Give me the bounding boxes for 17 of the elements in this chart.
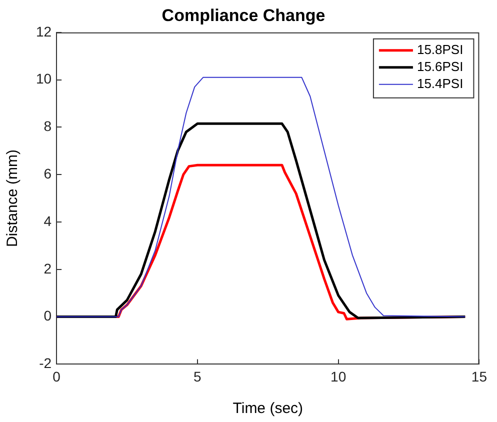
y-tick-label: 8 (44, 118, 52, 134)
y-tick-label: 0 (44, 308, 52, 324)
x-tick-label: 15 (471, 368, 488, 384)
chart-title: Compliance Change (162, 6, 326, 25)
y-tick-label: 6 (44, 165, 52, 182)
x-axis-title: Time (sec) (232, 400, 304, 418)
y-tick-label: 4 (44, 212, 52, 229)
x-tick-label: 5 (194, 368, 202, 384)
y-tick-label: 12 (36, 23, 52, 40)
x-tick-label: 10 (330, 368, 346, 384)
y-tick-label: 10 (36, 70, 52, 87)
y-axis-title: Distance (mm) (4, 150, 22, 248)
legend-label: 15.8PSI (416, 42, 464, 57)
legend-label: 15.4PSI (416, 76, 464, 91)
legend-label: 15.6PSI (416, 58, 464, 74)
y-tick-label: 2 (44, 260, 52, 276)
y-tick-label: -2 (39, 355, 52, 372)
